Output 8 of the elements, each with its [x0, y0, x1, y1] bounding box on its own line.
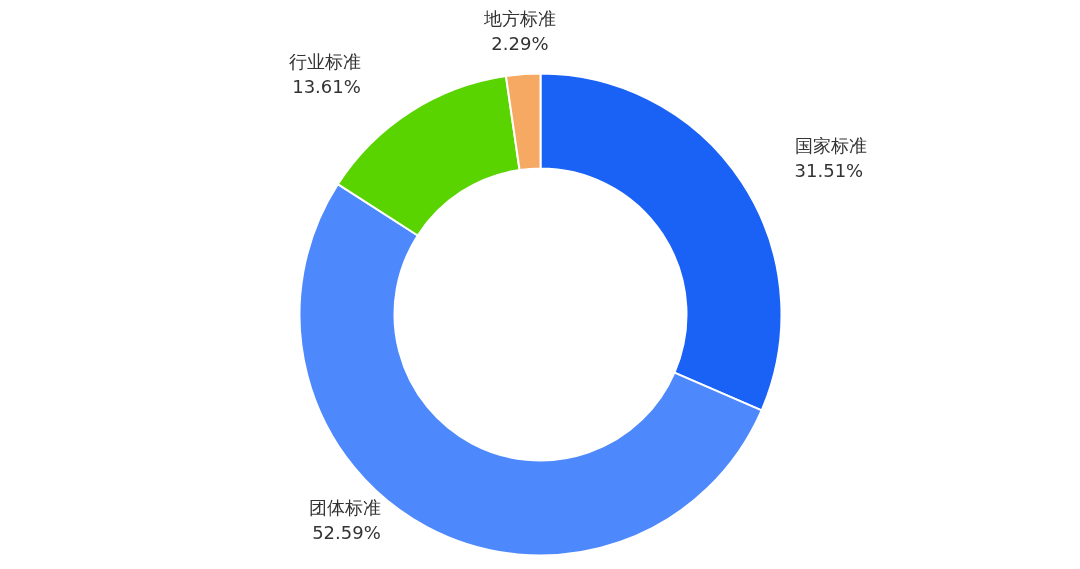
data-label: 13.61% [292, 75, 361, 97]
data-label: 2.29% [491, 32, 549, 54]
data-label: 52.59% [312, 521, 381, 543]
data-label: 31.51% [794, 159, 864, 181]
slice-label: 国家标准 [794, 134, 867, 156]
slice-label: 地方标准 [482, 7, 556, 29]
slice-label: 团体标准 [308, 496, 381, 518]
slice-label: 行业标准 [288, 50, 361, 72]
